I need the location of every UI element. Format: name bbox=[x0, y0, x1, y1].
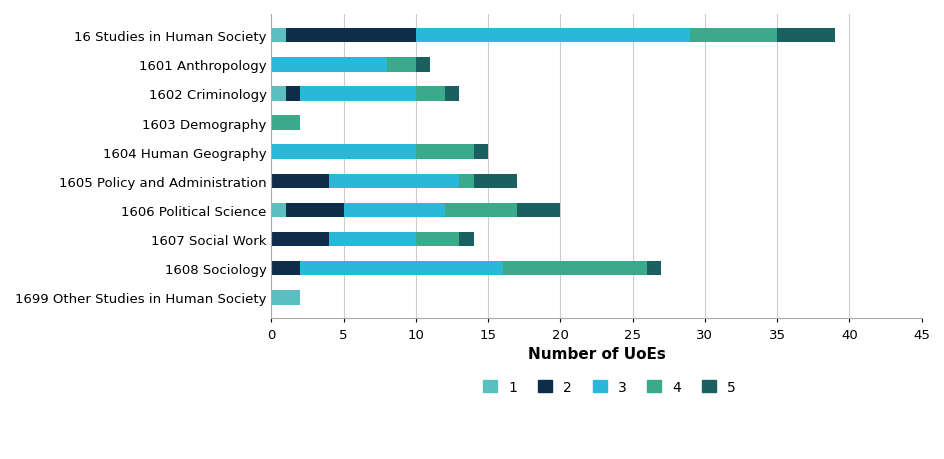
Bar bbox=[445, 87, 459, 101]
Bar bbox=[271, 87, 285, 101]
Bar bbox=[271, 291, 300, 305]
Bar bbox=[459, 174, 473, 189]
Bar bbox=[415, 58, 430, 73]
Legend: 1, 2, 3, 4, 5: 1, 2, 3, 4, 5 bbox=[478, 375, 740, 399]
Bar bbox=[473, 145, 488, 160]
Bar bbox=[415, 29, 690, 43]
Bar bbox=[502, 261, 647, 276]
Bar bbox=[445, 203, 516, 218]
Bar bbox=[776, 29, 834, 43]
Bar bbox=[271, 58, 386, 73]
Bar bbox=[271, 145, 415, 160]
Bar bbox=[271, 203, 285, 218]
Bar bbox=[285, 87, 300, 101]
X-axis label: Number of UoEs: Number of UoEs bbox=[527, 346, 665, 361]
Bar bbox=[285, 203, 344, 218]
Bar bbox=[271, 261, 300, 276]
Bar bbox=[415, 232, 459, 247]
Bar bbox=[329, 232, 415, 247]
Bar bbox=[386, 58, 415, 73]
Bar bbox=[271, 29, 285, 43]
Bar bbox=[415, 145, 473, 160]
Bar bbox=[473, 174, 516, 189]
Bar bbox=[271, 232, 329, 247]
Bar bbox=[329, 174, 459, 189]
Bar bbox=[516, 203, 560, 218]
Bar bbox=[271, 116, 300, 130]
Bar bbox=[344, 203, 445, 218]
Bar bbox=[647, 261, 661, 276]
Bar bbox=[300, 87, 415, 101]
Bar bbox=[285, 29, 415, 43]
Bar bbox=[690, 29, 776, 43]
Bar bbox=[459, 232, 473, 247]
Bar bbox=[300, 261, 502, 276]
Bar bbox=[415, 87, 445, 101]
Bar bbox=[271, 174, 329, 189]
